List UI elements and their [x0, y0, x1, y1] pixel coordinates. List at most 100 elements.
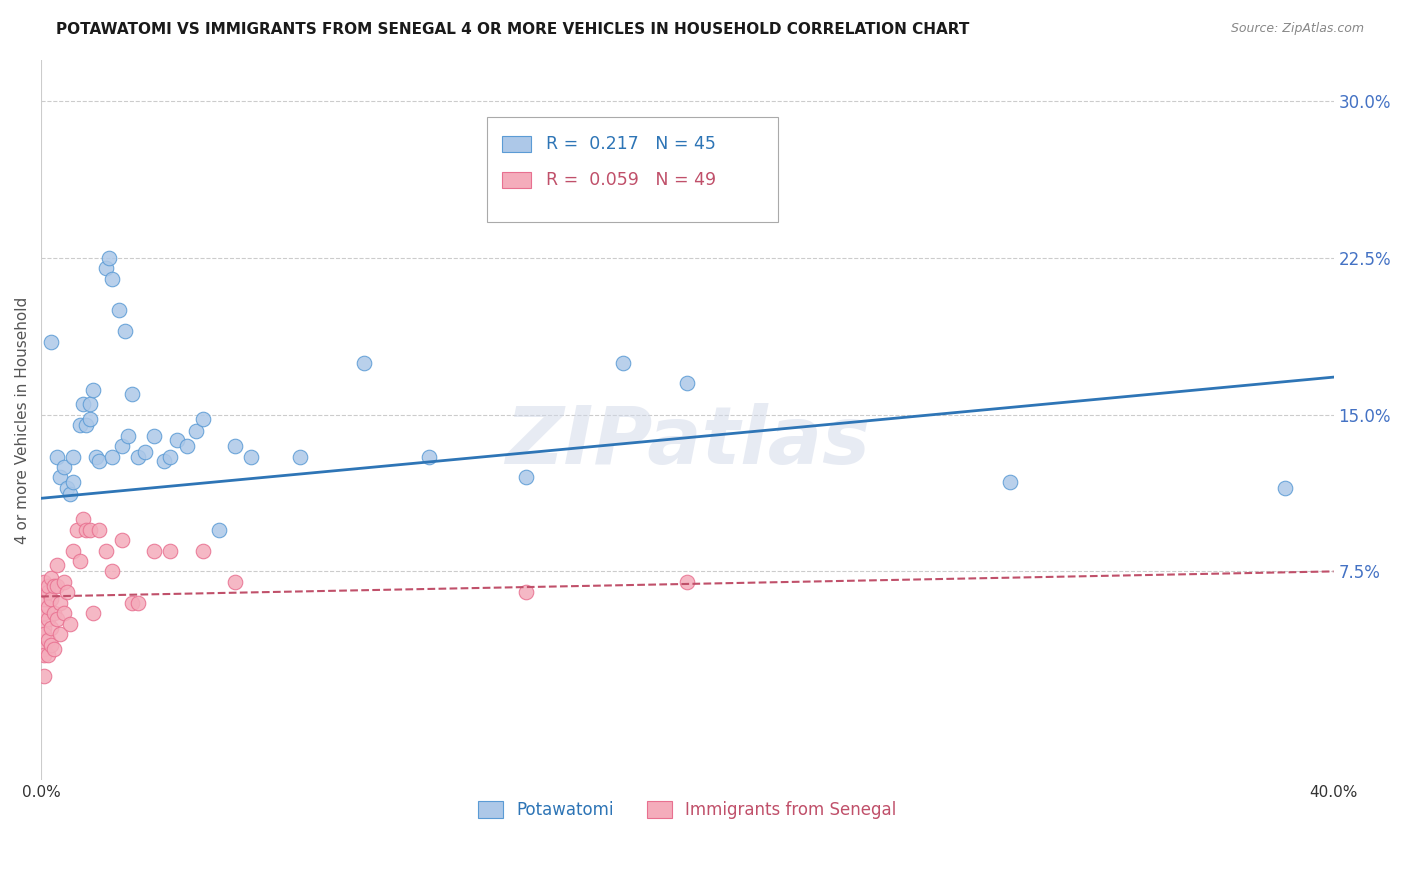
Point — [676, 574, 699, 589]
Text: R =  0.217   N = 45: R = 0.217 N = 45 — [547, 135, 716, 153]
Point — [34, 606, 56, 620]
Point — [515, 585, 537, 599]
Point — [46, 612, 69, 626]
Point — [143, 543, 166, 558]
Point — [612, 355, 634, 369]
Point — [39, 621, 62, 635]
Point — [42, 606, 65, 620]
Y-axis label: 4 or more Vehicles in Household: 4 or more Vehicles in Household — [15, 296, 30, 543]
Point — [159, 450, 181, 464]
Point — [37, 648, 59, 662]
Point — [82, 383, 104, 397]
Point — [117, 428, 139, 442]
Point — [89, 453, 111, 467]
Point — [34, 574, 56, 589]
Point — [121, 387, 143, 401]
Point — [62, 450, 84, 464]
Point — [1274, 481, 1296, 495]
Point — [208, 523, 231, 537]
Point — [127, 596, 149, 610]
Point — [127, 450, 149, 464]
Point — [37, 599, 59, 614]
Text: POTAWATOMI VS IMMIGRANTS FROM SENEGAL 4 OR MORE VEHICLES IN HOUSEHOLD CORRELATIO: POTAWATOMI VS IMMIGRANTS FROM SENEGAL 4 … — [56, 22, 970, 37]
Point — [79, 412, 101, 426]
Point — [75, 418, 97, 433]
Point — [56, 481, 79, 495]
Point — [49, 596, 72, 610]
Point — [1000, 475, 1022, 489]
Point — [34, 641, 56, 656]
Point — [49, 470, 72, 484]
Point — [94, 261, 117, 276]
Point — [114, 324, 136, 338]
Point — [59, 487, 82, 501]
Point — [224, 439, 246, 453]
Point — [97, 251, 120, 265]
Point — [42, 579, 65, 593]
Point — [37, 579, 59, 593]
Point — [186, 425, 208, 439]
Point — [89, 523, 111, 537]
Point — [46, 450, 69, 464]
Point — [34, 621, 56, 635]
Point — [82, 606, 104, 620]
Point — [39, 571, 62, 585]
Text: R =  0.059   N = 49: R = 0.059 N = 49 — [547, 171, 717, 189]
Point — [159, 543, 181, 558]
Point — [101, 565, 124, 579]
Point — [42, 641, 65, 656]
Point — [69, 418, 91, 433]
Point — [52, 574, 75, 589]
Point — [111, 439, 134, 453]
Point — [72, 512, 94, 526]
Point — [49, 627, 72, 641]
Point — [37, 585, 59, 599]
Point — [353, 355, 375, 369]
Point — [515, 470, 537, 484]
Point — [72, 397, 94, 411]
Point — [37, 612, 59, 626]
Point — [46, 579, 69, 593]
Point — [79, 397, 101, 411]
Point — [39, 334, 62, 349]
Point — [34, 627, 56, 641]
Point — [191, 543, 214, 558]
Point — [59, 616, 82, 631]
Point — [69, 554, 91, 568]
Point — [288, 450, 311, 464]
Point — [176, 439, 198, 453]
Point — [79, 523, 101, 537]
FancyBboxPatch shape — [502, 136, 531, 152]
Point — [153, 453, 176, 467]
Point — [34, 648, 56, 662]
Legend: Potawatomi, Immigrants from Senegal: Potawatomi, Immigrants from Senegal — [471, 795, 903, 826]
Point — [34, 669, 56, 683]
Point — [62, 543, 84, 558]
Point — [676, 376, 699, 391]
Point — [62, 475, 84, 489]
Point — [107, 303, 129, 318]
Point — [84, 450, 107, 464]
Point — [75, 523, 97, 537]
Point — [134, 445, 156, 459]
Point — [46, 558, 69, 573]
Point — [56, 585, 79, 599]
Point — [39, 591, 62, 606]
FancyBboxPatch shape — [502, 172, 531, 188]
Point — [39, 638, 62, 652]
FancyBboxPatch shape — [486, 117, 778, 222]
Point — [66, 523, 89, 537]
Point — [111, 533, 134, 547]
Point — [240, 450, 263, 464]
Point — [121, 596, 143, 610]
Point — [101, 450, 124, 464]
Point — [52, 606, 75, 620]
Point — [34, 591, 56, 606]
Point — [143, 428, 166, 442]
Point — [191, 412, 214, 426]
Point — [94, 543, 117, 558]
Text: ZIPatlas: ZIPatlas — [505, 402, 870, 481]
Point — [52, 459, 75, 474]
Point — [37, 633, 59, 648]
Point — [224, 574, 246, 589]
